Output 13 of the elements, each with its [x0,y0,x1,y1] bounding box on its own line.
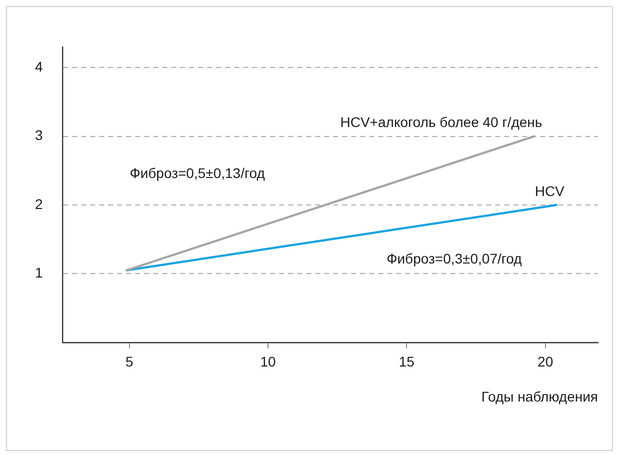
x-tick-label: 15 [398,354,415,370]
annotation: Фиброз=0,5±0,13/год [130,164,265,181]
y-tick-label: 3 [34,127,43,144]
x-tick-label: 20 [538,354,554,370]
y-tick-label: 4 [34,58,43,74]
x-axis-title: Годы наблюдения [481,388,598,404]
x-tick-label: 10 [260,354,276,370]
y-tick-label: 2 [34,196,43,212]
x-tick-label: 5 [125,354,134,370]
series-label: HCV+алкоголь более 40 г/день [340,114,542,130]
series-label: HCV [534,182,566,199]
annotation: Фиброз=0,3±0,07/год [386,250,522,267]
y-tick-label: 1 [34,264,43,281]
